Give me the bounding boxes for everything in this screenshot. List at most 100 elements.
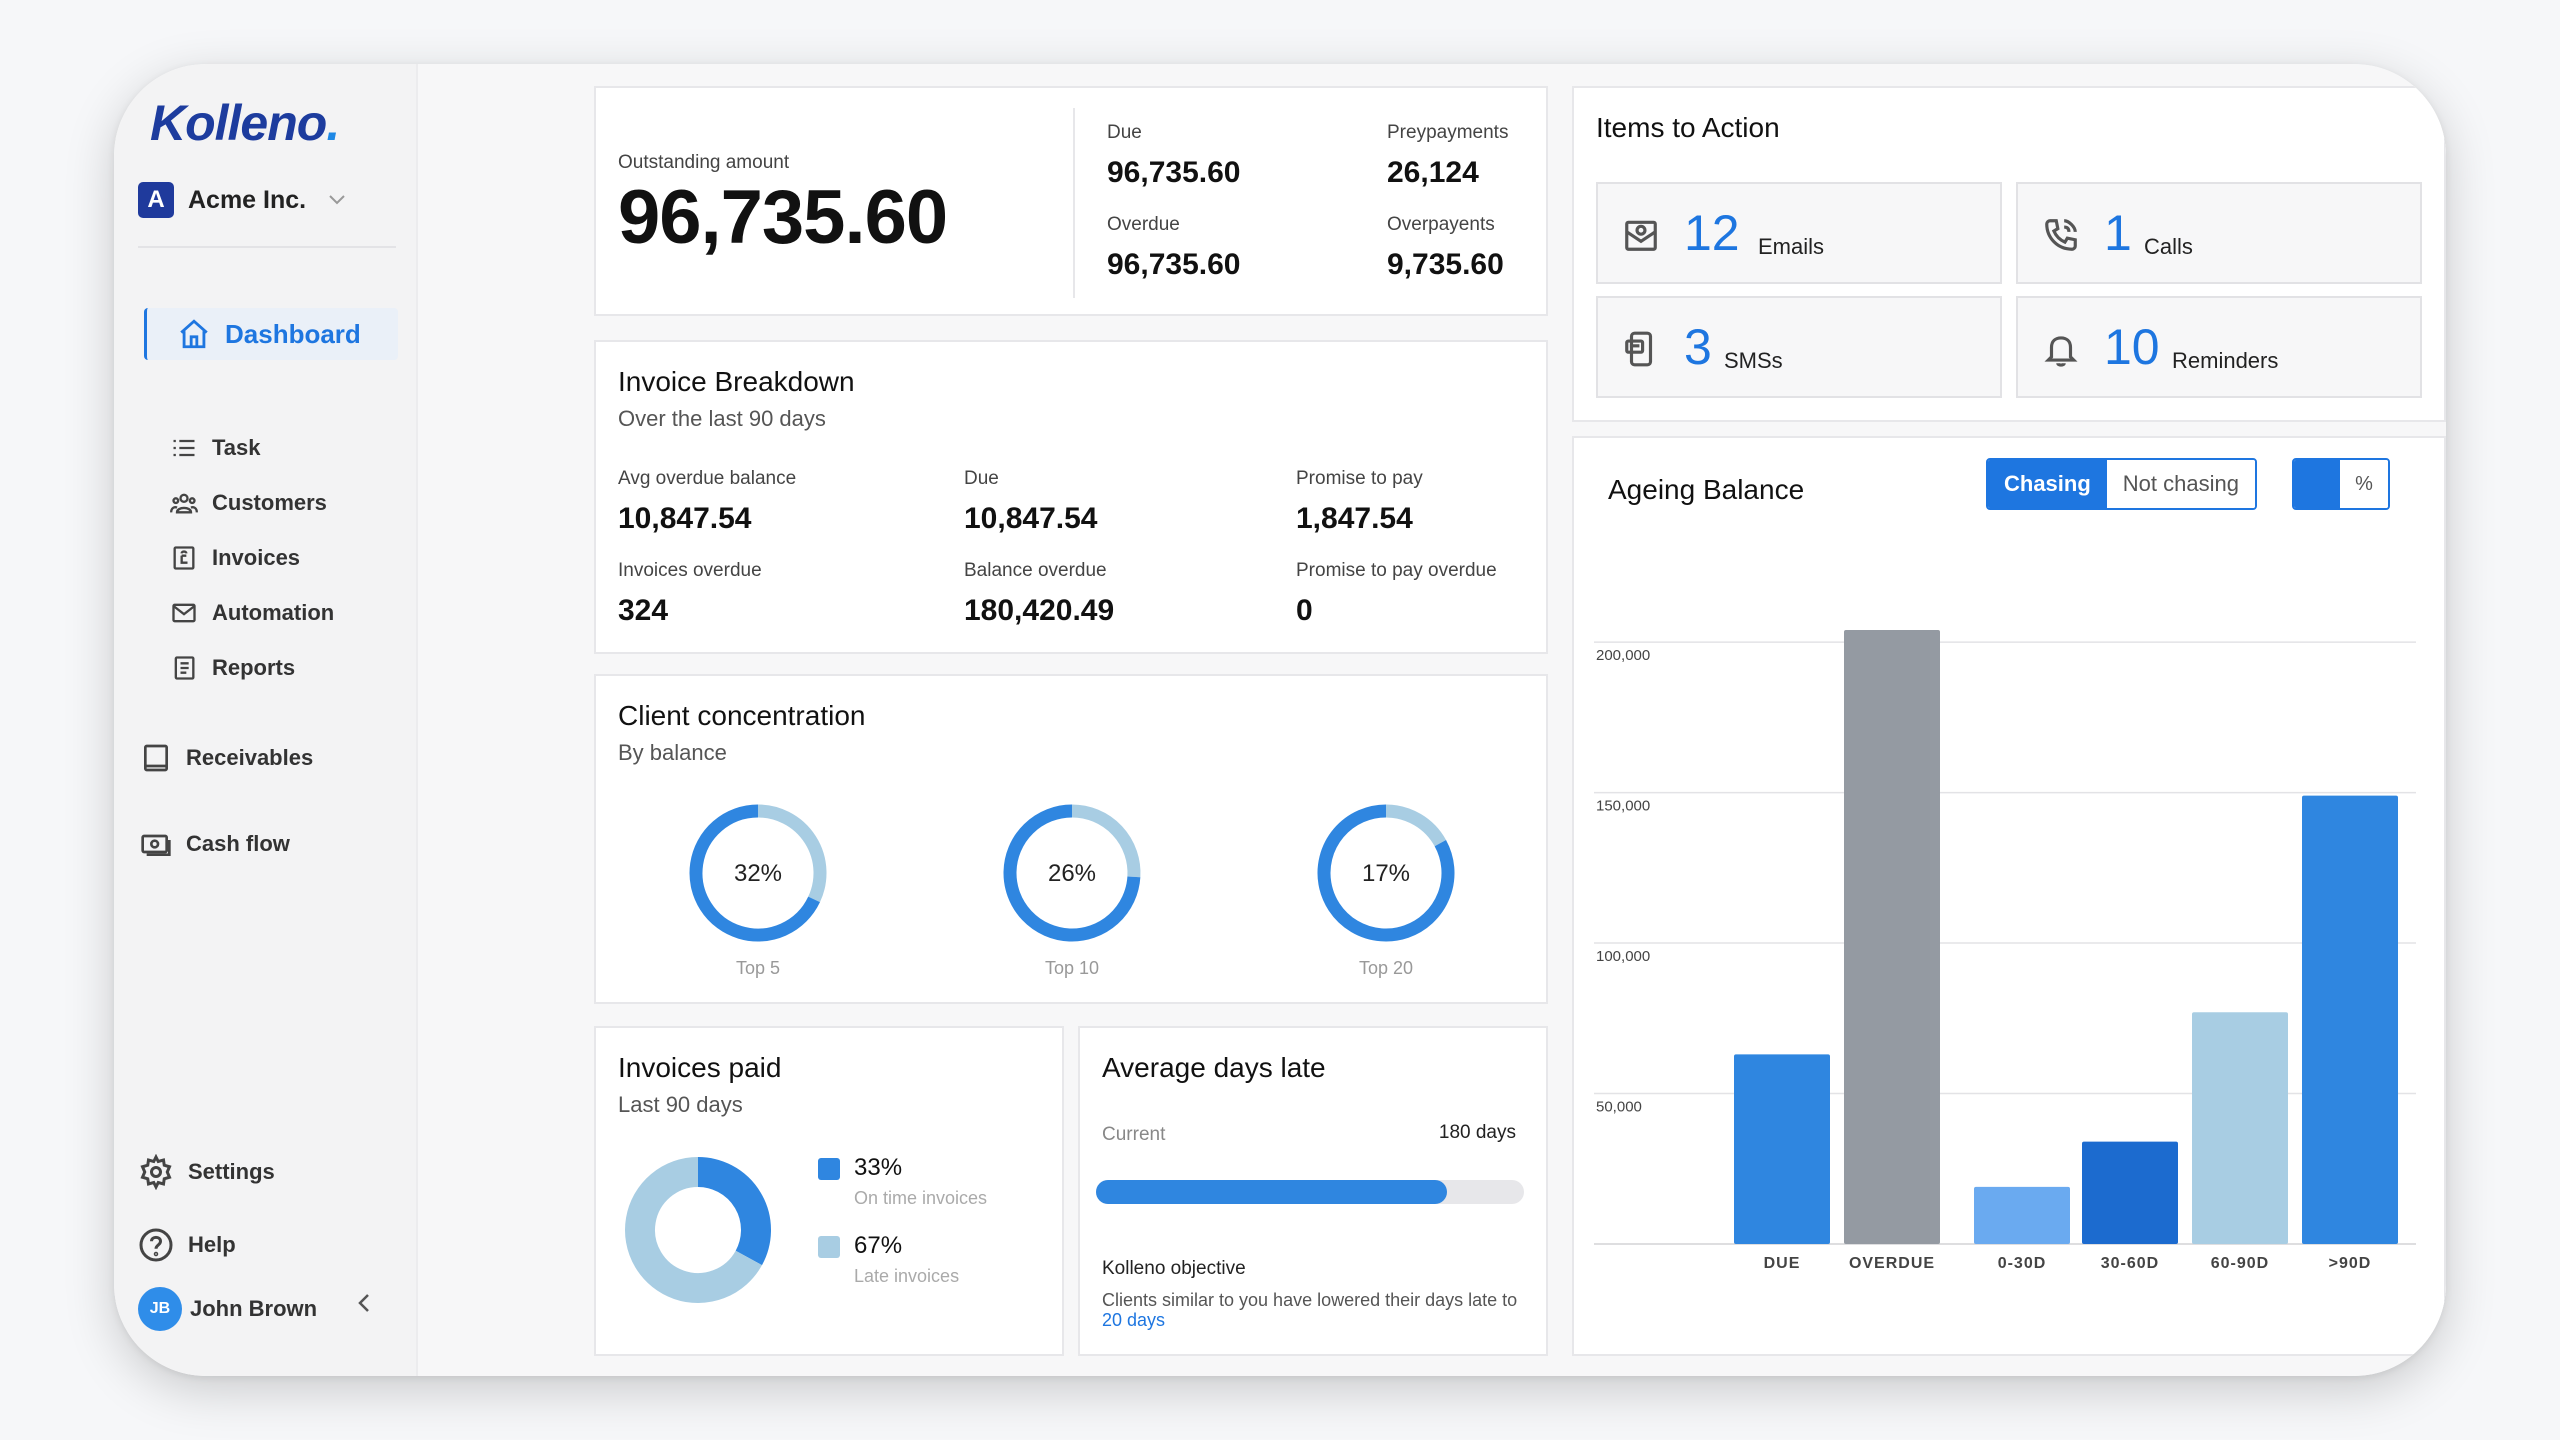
promise-overdue-value: 0 [1296,594,1313,627]
sidebar-item-label: Cash flow [186,831,290,856]
balance-overdue-label: Balance overdue [964,560,1107,581]
donut-label: Top 20 [1358,958,1414,978]
sidebar-item-label: Help [188,1232,236,1257]
sidebar-item-invoices[interactable]: Invoices [170,544,300,572]
org-switcher[interactable]: A Acme Inc. [138,182,346,218]
ageing-balance-card: Ageing Balance Chasing Not chasing % 200… [1572,436,2446,1356]
unit-percent-button[interactable]: % [2340,460,2388,508]
cash-icon [141,834,171,856]
sidebar-item-cashflow[interactable]: Cash flow [140,828,290,860]
sidebar-item-help[interactable]: Help [138,1227,236,1263]
days-late-progress-track [1096,1180,1524,1204]
donut-segment-pale [757,804,827,903]
ageing-bar-chart: 200,000 150,000 100,000 50,000 DUE OVERDUE 0-3… [1594,630,2416,1272]
late-swatch [818,1236,840,1258]
summary-card: Outstanding amount 96,735.60 Due 96,735.… [594,86,1548,316]
not-chasing-button[interactable]: Not chasing [2106,460,2255,508]
users-icon [170,493,198,514]
bar-overdue[interactable] [1844,630,1940,1244]
gear-icon [140,1154,172,1190]
emails-count: 12 [1684,205,1740,261]
user-profile[interactable]: JB John Brown [138,1287,317,1331]
client-concentration-card: Client concentration By balance 32% Top 5… [594,674,1548,1004]
donut-segment-late [625,1157,762,1303]
prepayments-label: Preypayments [1387,122,1509,143]
donut-segment-main [1317,804,1455,942]
concentration-donut: 26% [1003,804,1141,942]
promise-value: 1,847.54 [1296,502,1413,535]
prepayments-value: 26,124 [1387,156,1479,189]
card-title: Invoices paid [618,1052,782,1083]
sidebar-item-receivables[interactable]: Receivables [140,742,313,774]
invoices-overdue-label: Invoices overdue [618,560,762,581]
sidebar-item-task[interactable]: Task [170,434,261,462]
donut-pct: 26% [1048,860,1096,887]
overpayments-value: 9,735.60 [1387,248,1504,281]
email-icon [1625,220,1657,251]
user-name: John Brown [190,1296,318,1321]
reminders-count: 10 [2104,319,2160,375]
sms-label: SMSs [1724,348,1783,373]
promise-label: Promise to pay [1296,468,1423,489]
late-label: Late invoices [854,1266,960,1286]
y-tick-label: 100,000 [1596,948,1650,965]
bar-6090d[interactable] [2192,1012,2288,1244]
objective-text: Clients similar to you have lowered thei… [1102,1290,1522,1330]
unit-value-button[interactable] [2294,460,2340,508]
phone-icon [2045,219,2077,251]
donut-label: Top 10 [1044,958,1100,978]
app-window: Kolleno. A Acme Inc. Dashboard Task Cust… [114,64,2446,1376]
outstanding-label: Outstanding amount [618,152,790,173]
sms-icon [1625,331,1653,367]
donut-segment-ontime [697,1157,771,1266]
balance-overdue-value: 180,420.49 [964,594,1115,627]
concentration-donut: 17% [1317,804,1455,942]
bar-due[interactable] [1734,1054,1830,1244]
bar-3060d[interactable] [2082,1141,2178,1244]
collapse-sidebar-icon[interactable] [354,1289,374,1323]
card-title: Items to Action [1596,112,1780,143]
x-tick-label: 0-30D [1998,1255,2047,1272]
current-value: 180 days [1438,1122,1516,1143]
sidebar-item-label: Customers [212,490,327,515]
emails-label: Emails [1758,234,1825,259]
sidebar-item-automation[interactable]: Automation [170,599,334,627]
donut-segment-main [1003,804,1141,942]
x-tick-label: 60-90D [2211,1255,2269,1272]
donut-label: Top 5 [735,958,781,978]
sidebar-item-dashboard[interactable]: Dashboard [144,308,398,360]
card-subtitle: Over the last 90 days [618,406,826,431]
emails-action[interactable]: 12 Emails [1596,182,2002,284]
y-tick-label: 150,000 [1596,798,1650,815]
unit-toggle: % [2292,458,2390,510]
org-name: Acme Inc. [188,185,307,214]
sidebar-item-reports[interactable]: Reports [170,654,295,682]
ontime-pct: 33% [854,1154,903,1181]
donut-pct: 17% [1362,860,1410,887]
objective-title: Kolleno objective [1102,1258,1246,1279]
due-label: Due [964,468,999,489]
due-label: Due [1107,122,1142,143]
chasing-button[interactable]: Chasing [1988,460,2107,508]
sms-action[interactable]: 3 SMSs [1596,296,2002,398]
reminders-action[interactable]: 10 Reminders [2016,296,2422,398]
help-icon [139,1228,173,1262]
bar-90d[interactable] [2302,795,2398,1244]
sidebar-item-label: Settings [188,1159,275,1184]
avg-overdue-value: 10,847.54 [618,502,752,535]
sidebar: Kolleno. A Acme Inc. Dashboard Task Cust… [114,64,418,1376]
sidebar-item-customers[interactable]: Customers [170,489,327,517]
objective-link[interactable]: 20 days [1102,1310,1166,1330]
bar-030d[interactable] [1974,1186,2070,1244]
sidebar-item-settings[interactable]: Settings [138,1154,275,1190]
sidebar-item-label: Receivables [186,745,314,770]
x-tick-label: DUE [1764,1255,1801,1272]
donut-segment-main [689,804,820,942]
donut-segment-pale [1385,804,1447,847]
overdue-label: Overdue [1107,214,1180,235]
calls-action[interactable]: 1 Calls [2016,182,2422,284]
due-value: 96,735.60 [1107,156,1241,189]
kolleno-logo[interactable]: Kolleno. [150,95,340,151]
concentration-donut: 32% [689,804,827,942]
overdue-value: 96,735.60 [1107,248,1241,281]
